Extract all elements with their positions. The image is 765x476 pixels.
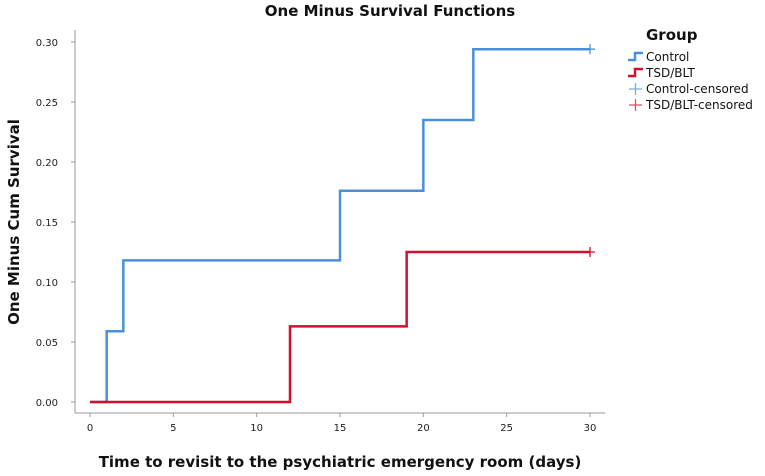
- x-tick-label: 30: [584, 423, 597, 434]
- y-tick-label: 0.05: [36, 338, 58, 349]
- y-tick-label: 0.00: [36, 398, 58, 409]
- y-axis-label: One Minus Cum Survival: [5, 119, 23, 325]
- y-tick-label: 0.20: [36, 158, 58, 169]
- legend-entry: TSD/BLT: [645, 66, 695, 80]
- legend-entry: Control-censored: [646, 82, 749, 96]
- x-tick-label: 5: [170, 423, 176, 434]
- series-line-control: [90, 47, 590, 404]
- legend-title: Group: [646, 26, 698, 44]
- y-tick-label: 0.30: [36, 38, 58, 49]
- chart-title: One Minus Survival Functions: [265, 2, 516, 20]
- x-tick-label: 15: [334, 423, 347, 434]
- legend-entry: Control: [646, 50, 689, 64]
- legend-line-swatch: [628, 67, 643, 78]
- legend-entry: TSD/BLT-censored: [645, 98, 753, 112]
- x-tick-label: 0: [87, 423, 93, 434]
- x-tick-label: 25: [500, 423, 513, 434]
- censored-marker-tsd-blt: [585, 247, 595, 257]
- axis-ticks: 0 5 10 15 20 25 30 0.00 0.05 0.10 0.15 0.20 0.25 0.30: [36, 38, 597, 434]
- legend: Group Control TSD/BLT Control-censored TSD/…: [628, 26, 753, 112]
- x-tick-label: 10: [250, 423, 263, 434]
- censored-marker-control: [585, 44, 595, 55]
- series-line-tsd-blt: [90, 250, 590, 404]
- legend-line-swatch: [628, 51, 643, 62]
- x-tick-label: 20: [417, 423, 430, 434]
- legend-censor-swatch: [629, 99, 642, 111]
- y-tick-label: 0.15: [36, 218, 58, 229]
- series-lines: [90, 44, 595, 404]
- x-axis-label: Time to revisit to the psychiatric emerg…: [99, 453, 582, 471]
- y-tick-label: 0.10: [36, 278, 58, 289]
- y-tick-label: 0.25: [36, 98, 58, 109]
- legend-censor-swatch: [629, 83, 642, 95]
